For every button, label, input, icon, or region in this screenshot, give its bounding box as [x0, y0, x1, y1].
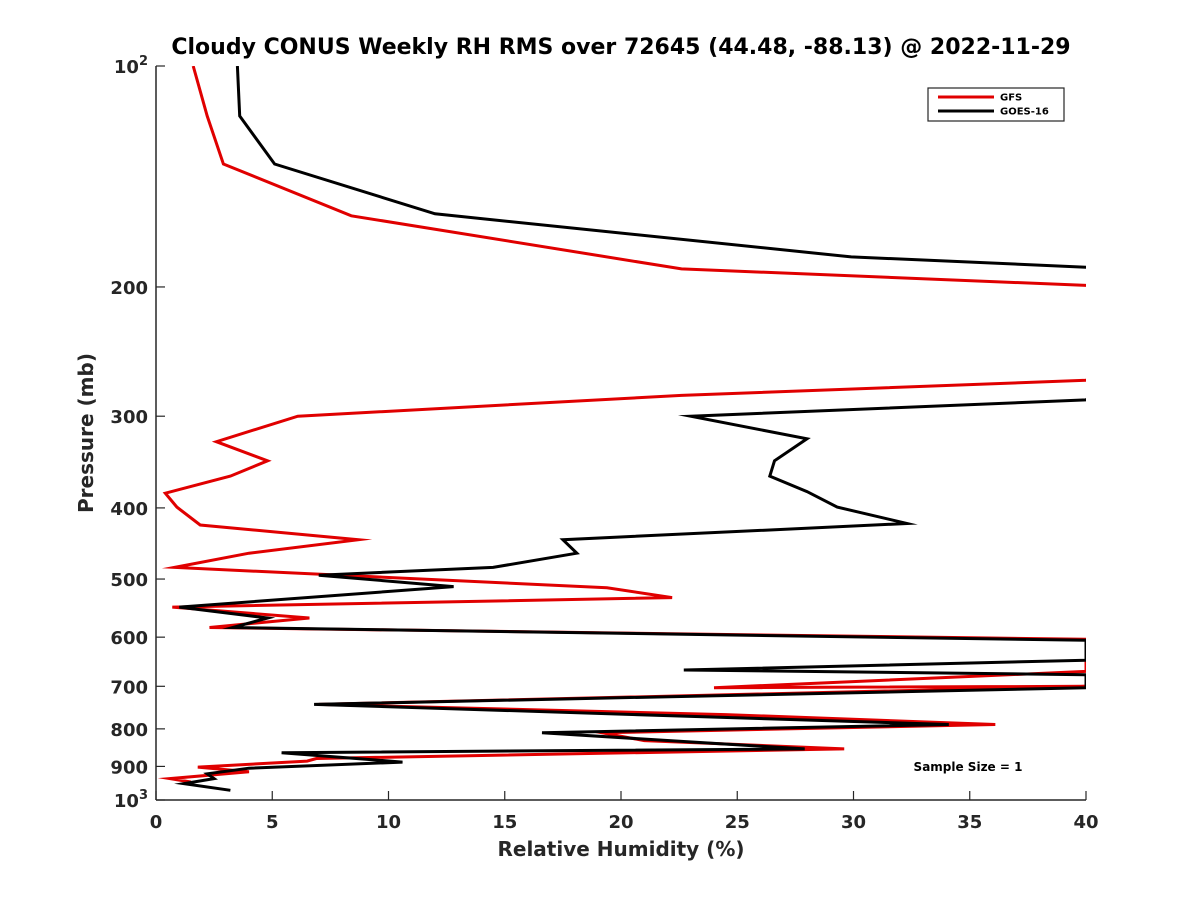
y-tick-label: 200	[110, 278, 148, 299]
x-tick-label: 25	[725, 812, 750, 833]
y-tick-label: 300	[110, 407, 148, 428]
y-tick-label: 600	[110, 628, 148, 649]
x-tick-label: 30	[841, 812, 866, 833]
series-layer	[157, 66, 1086, 792]
x-tick-label: 10	[376, 812, 401, 833]
y-axis-label: Pressure (mb)	[74, 353, 98, 513]
chart-title: Cloudy CONUS Weekly RH RMS over 72645 (4…	[171, 35, 1070, 60]
sample-size-annotation: Sample Size = 1	[914, 760, 1023, 774]
y-tick-label: 103	[114, 788, 148, 812]
x-tick-label: 0	[150, 812, 163, 833]
legend-label: GOES-16	[1000, 107, 1049, 118]
axes-layer: 0 5 10 15 20 25 30 35 40 102 200 300 400 500 600 700 800…	[110, 54, 1098, 833]
x-tick-label: 40	[1073, 812, 1098, 833]
y-tick-label: 102	[114, 54, 148, 78]
legend-box	[927, 87, 1065, 122]
x-tick-label: 35	[957, 812, 982, 833]
x-tick-label: 15	[492, 812, 517, 833]
y-tick-label: 800	[110, 720, 148, 741]
y-tick-label: 900	[110, 757, 148, 778]
y-tick-label: 500	[110, 570, 148, 591]
x-tick-label: 20	[608, 812, 633, 833]
x-axis-label: Relative Humidity (%)	[497, 837, 744, 861]
legend-label: GFS	[1000, 93, 1022, 104]
y-tick-label: 400	[110, 499, 148, 520]
series-line-goes-16	[174, 66, 1086, 792]
x-tick-label: 5	[266, 812, 279, 833]
y-tick-label: 700	[110, 677, 148, 698]
legend: GFS GOES-16	[927, 87, 1065, 122]
